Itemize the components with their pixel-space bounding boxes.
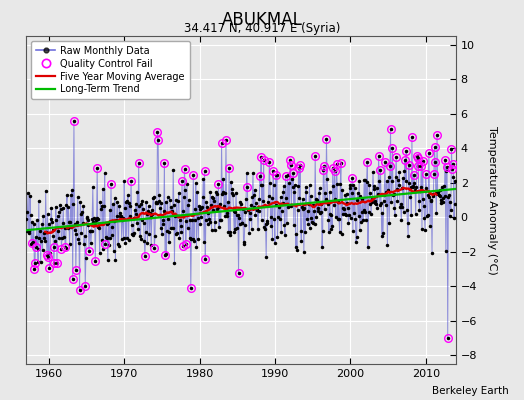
Legend: Raw Monthly Data, Quality Control Fail, Five Year Moving Average, Long-Term Tren: Raw Monthly Data, Quality Control Fail, … — [31, 41, 190, 99]
Y-axis label: Temperature Anomaly (°C): Temperature Anomaly (°C) — [487, 126, 497, 274]
Text: ABUKMAL: ABUKMAL — [222, 11, 302, 29]
Text: 34.417 N, 40.917 E (Syria): 34.417 N, 40.917 E (Syria) — [184, 22, 340, 35]
Text: Berkeley Earth: Berkeley Earth — [432, 386, 508, 396]
